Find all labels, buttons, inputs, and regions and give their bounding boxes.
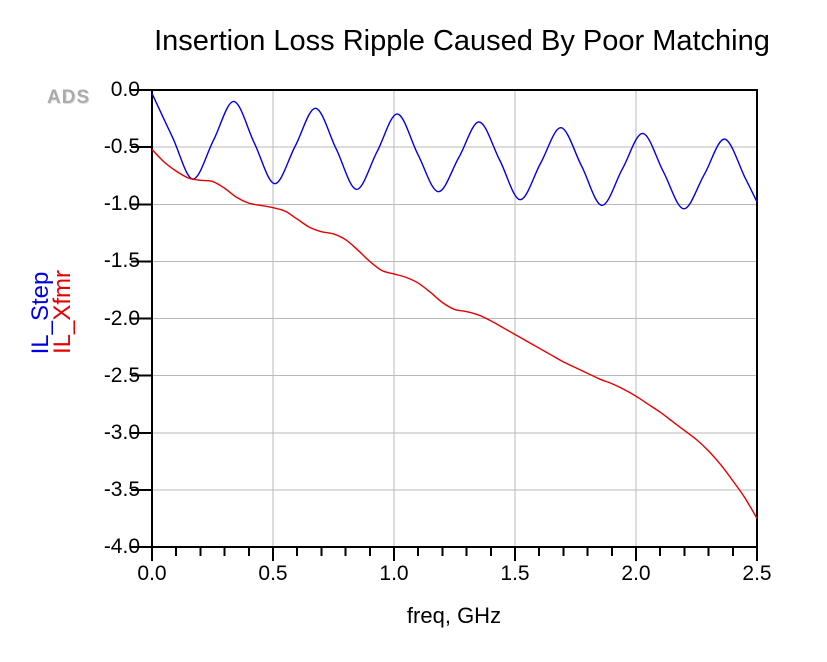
y-tick-label: -3.0 [103,420,140,444]
il-xfmr-trace [151,148,758,519]
plot-border [151,89,758,548]
x-tick-label: 2.0 [621,562,651,585]
y-tick-label: -3.5 [103,477,140,501]
y-tick-label: -1.5 [103,249,140,273]
x-tick-label: 1.0 [379,562,409,585]
y-tick-label: -4.0 [103,535,140,558]
y-tick-label: -2.0 [103,306,140,330]
x-tick-label: 0.5 [258,562,288,585]
x-tick-label: 1.5 [500,562,530,585]
ads-logo: ADS [47,87,91,108]
y-tick-label: 0.0 [110,78,140,101]
x-axis-title: freq, GHz [406,603,502,628]
y-tick-label: -0.5 [103,135,140,159]
y-tick-label: -1.0 [103,192,140,216]
x-tick-label: 2.5 [742,562,772,585]
y-tick-label: -2.5 [103,363,140,387]
il-step-trace [151,93,758,210]
chart-title: Insertion Loss Ripple Caused By Poor Mat… [154,25,770,57]
x-tick-label: 0.0 [137,562,167,585]
